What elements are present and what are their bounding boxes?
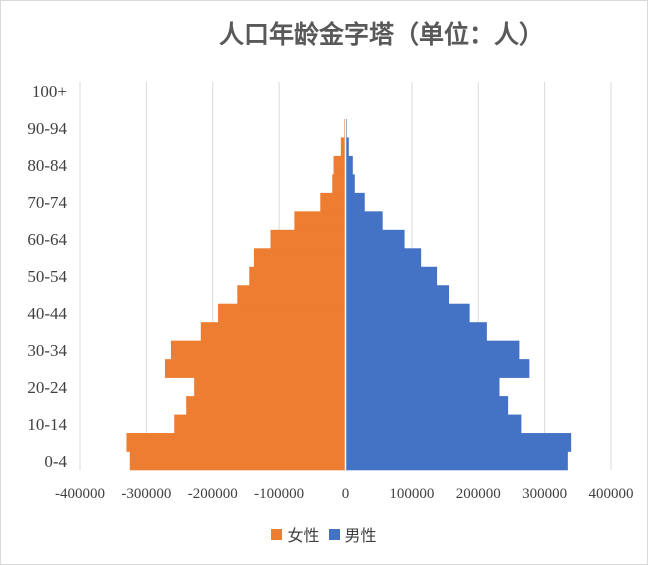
bar-female-10-14 bbox=[174, 414, 346, 434]
population-pyramid-chart: 0-4 10-14 20-24 30-34 40-44 50-54 60-64 70-74 80… bbox=[27, 82, 634, 502]
y-tick-label-7: 70-74 bbox=[27, 193, 67, 212]
bar-male-45-49 bbox=[345, 285, 450, 305]
legend-swatch-female bbox=[271, 528, 283, 540]
bar-male-20-24 bbox=[345, 377, 500, 397]
bar-male-50-54 bbox=[345, 266, 438, 286]
bar-female-60-64 bbox=[270, 229, 346, 249]
bar-female-45-49 bbox=[237, 285, 346, 305]
y-tick-label-1: 10-14 bbox=[27, 415, 67, 434]
bar-female-30-34 bbox=[170, 340, 346, 360]
bar-female-75-79 bbox=[332, 174, 346, 194]
y-tick-label-6: 60-64 bbox=[27, 230, 67, 249]
y-tick-label-8: 80-84 bbox=[27, 156, 67, 175]
chart-title: 人口年龄金字塔（单位：人） bbox=[218, 20, 544, 49]
y-tick-label-5: 50-54 bbox=[27, 267, 67, 286]
x-tick-label-3: -100000 bbox=[254, 486, 304, 502]
y-tick-label-9: 90-94 bbox=[27, 119, 67, 138]
bar-female-65-69 bbox=[294, 211, 346, 231]
bar-male-5-9 bbox=[345, 433, 572, 452]
bar-male-75-79 bbox=[345, 174, 355, 194]
bar-male-60-64 bbox=[345, 229, 405, 249]
x-tick-label-8: 400000 bbox=[589, 486, 634, 502]
bar-male-80-84 bbox=[345, 155, 353, 175]
x-tick-label-2: -200000 bbox=[188, 486, 238, 502]
bar-male-85-89 bbox=[345, 137, 349, 157]
y-tick-label-2: 20-24 bbox=[27, 378, 67, 397]
bar-female-70-74 bbox=[320, 192, 346, 212]
bar-male-35-39 bbox=[345, 322, 487, 341]
bar-female-55-59 bbox=[253, 248, 346, 268]
bar-female-20-24 bbox=[194, 377, 346, 397]
bar-male-40-44 bbox=[345, 303, 470, 323]
bar-female-40-44 bbox=[218, 303, 346, 323]
bar-female-85-89 bbox=[340, 137, 346, 157]
y-tick-label-4: 40-44 bbox=[27, 304, 67, 323]
bar-male-15-19 bbox=[345, 396, 509, 415]
bar-male-70-74 bbox=[345, 192, 365, 212]
x-tick-label-1: -300000 bbox=[121, 486, 171, 502]
legend-item-female: 女性 bbox=[271, 522, 319, 546]
x-tick-label-0: -400000 bbox=[55, 486, 105, 502]
bar-female-35-39 bbox=[200, 322, 346, 341]
bar-male-10-14 bbox=[345, 414, 522, 434]
legend-label-male: 男性 bbox=[344, 526, 377, 545]
bar-female-50-54 bbox=[249, 266, 346, 286]
x-tick-label-7: 300000 bbox=[522, 486, 567, 502]
y-tick-label-10: 100+ bbox=[32, 82, 67, 101]
legend-label-female: 女性 bbox=[287, 526, 320, 545]
y-tick-label-0: 0-4 bbox=[44, 452, 67, 471]
bar-male-30-34 bbox=[345, 340, 520, 360]
bar-male-65-69 bbox=[345, 211, 383, 231]
bar-male-0-4 bbox=[345, 451, 568, 471]
bar-female-5-9 bbox=[126, 433, 346, 452]
bar-female-25-29 bbox=[164, 359, 346, 378]
bar-female-0-4 bbox=[129, 451, 346, 471]
bar-male-25-29 bbox=[345, 359, 530, 378]
y-tick-label-3: 30-34 bbox=[27, 341, 67, 360]
legend: 女性 男性 bbox=[1, 522, 647, 546]
x-tick-label-5: 100000 bbox=[389, 486, 434, 502]
x-tick-label-4: 0 bbox=[342, 486, 350, 502]
bar-female-15-19 bbox=[186, 396, 346, 415]
x-tick-label-6: 200000 bbox=[456, 486, 501, 502]
bar-female-80-84 bbox=[333, 155, 346, 175]
legend-swatch-male bbox=[328, 528, 340, 540]
legend-item-male: 男性 bbox=[328, 522, 377, 546]
bar-male-55-59 bbox=[345, 248, 422, 268]
